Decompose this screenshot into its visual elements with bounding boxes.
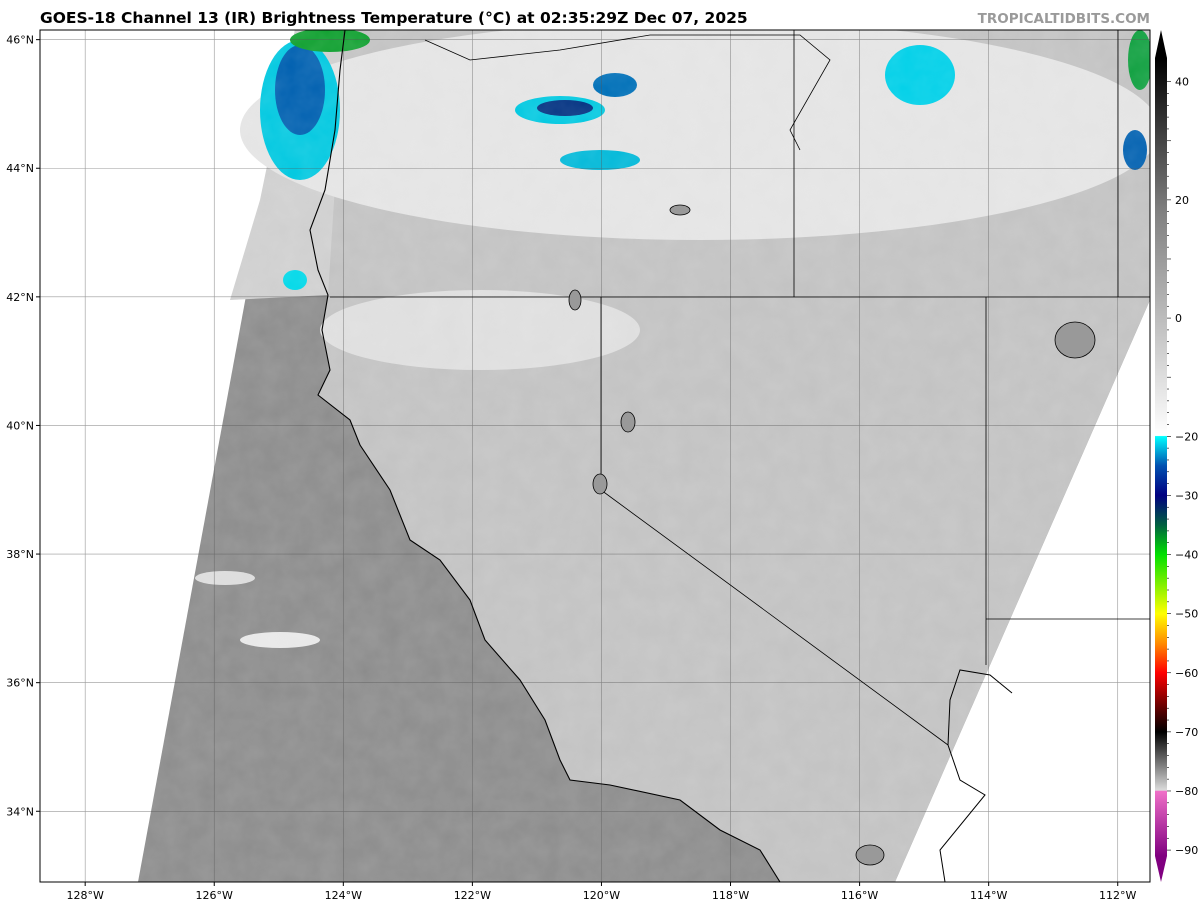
lat-tick-label: 42°N [6, 291, 34, 304]
axes: 128°W 126°W 124°W 122°W 120°W 118°W 116°W 114°W… [6, 34, 1136, 902]
colorbar-label: −90 [1175, 844, 1198, 857]
coastline [309, 30, 781, 882]
lakes [568, 204, 1096, 866]
lon-tick-label: 112°W [1099, 889, 1136, 902]
lat-tick-label: 34°N [6, 805, 34, 818]
lon-tick-label: 126°W [196, 889, 233, 902]
lat-tick-label: 36°N [6, 677, 34, 690]
colorbar-label: −80 [1175, 785, 1198, 798]
baja-west-coastline [939, 744, 986, 882]
lon-tick-label: 128°W [66, 889, 103, 902]
colorbar-label: −20 [1175, 430, 1198, 443]
lat-tick-label: 46°N [6, 34, 34, 47]
colorbar-label: −40 [1175, 549, 1198, 562]
lon-tick-label: 120°W [583, 889, 620, 902]
lon-tick-label: 116°W [841, 889, 878, 902]
colorbar-label: 20 [1175, 194, 1189, 207]
lat-tick-label: 44°N [6, 162, 34, 175]
lon-tick-label: 118°W [712, 889, 749, 902]
lon-tick-label: 124°W [325, 889, 362, 902]
baja-coastline [947, 669, 1013, 746]
colorbar-label: 0 [1175, 312, 1182, 325]
lon-tick-label: 114°W [970, 889, 1007, 902]
colorbar-label: −60 [1175, 667, 1198, 680]
colorbar-extend-max [1155, 30, 1167, 58]
map-frame [39, 29, 1151, 883]
lon-tick-label: 122°W [454, 889, 491, 902]
colorbar-scale [1155, 58, 1167, 856]
colorbar-label: 40 [1175, 76, 1189, 89]
colorbar-extend-min [1155, 856, 1167, 882]
colorbar-label: −70 [1175, 726, 1198, 739]
lat-tick-label: 40°N [6, 419, 34, 432]
colorbar-label: −50 [1175, 608, 1198, 621]
colorbar-label: −30 [1175, 489, 1198, 502]
colorbar: 40 20 0 −20 −30 −40 −50 −60 −70 −80 −90 [1155, 30, 1198, 882]
credit-watermark: TROPICALTIDBITS.COM [977, 11, 1150, 27]
lat-tick-label: 38°N [6, 548, 34, 561]
map-title: GOES-18 Channel 13 (IR) Brightness Tempe… [40, 9, 748, 27]
